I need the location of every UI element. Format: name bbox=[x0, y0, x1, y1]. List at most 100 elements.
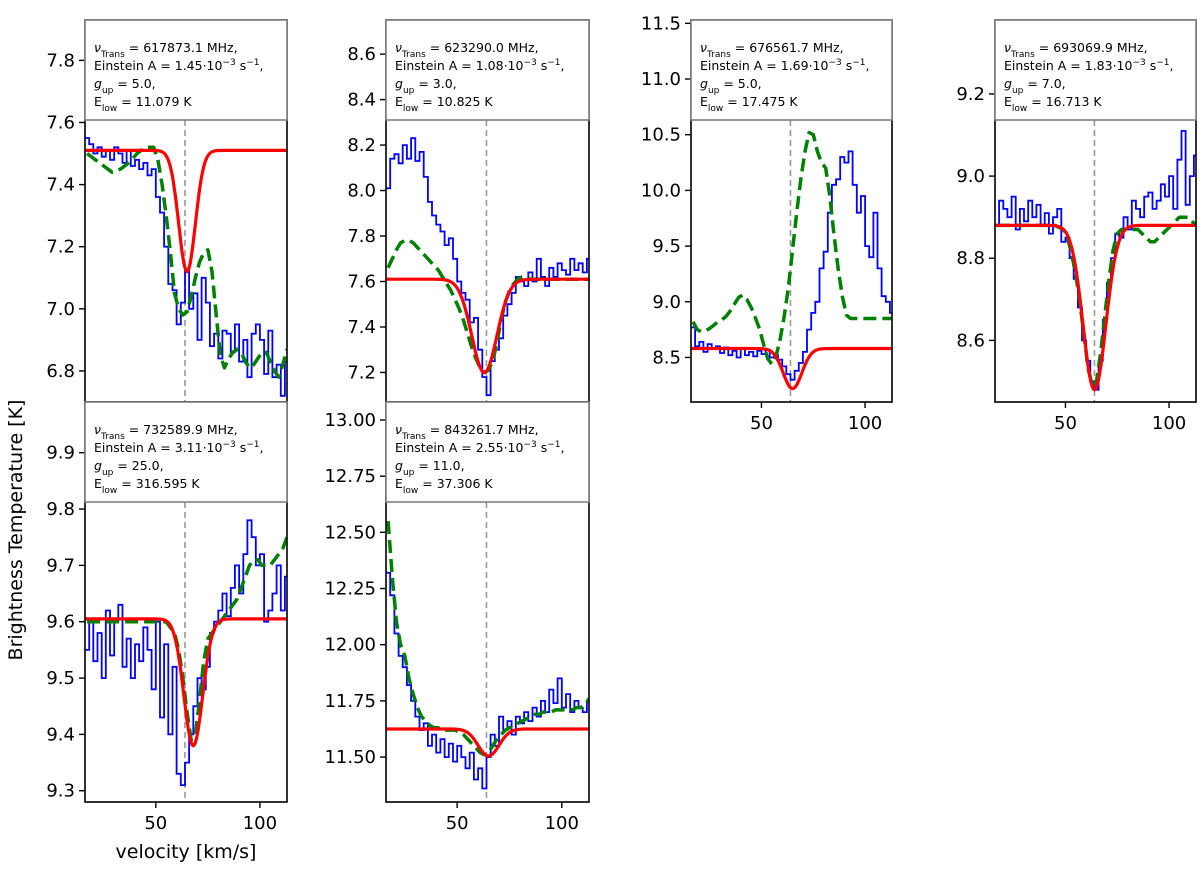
panel-4-xtick-label: 100 bbox=[1152, 413, 1186, 434]
panel-3-ytick-label: 10.0 bbox=[641, 180, 681, 201]
panel-6-ytick-label: 12.50 bbox=[324, 522, 376, 543]
panel-1-ytick-label: 7.4 bbox=[46, 175, 75, 196]
panel-6-ytick-label: 12.00 bbox=[324, 635, 376, 656]
panel-1-ytick-label: 7.8 bbox=[46, 50, 75, 71]
panel-5-xtick-label: 50 bbox=[144, 813, 167, 834]
panel-5-ytick-label: 9.8 bbox=[46, 499, 75, 520]
panel-3-ann-elow: Elow = 17.475 K bbox=[700, 94, 798, 114]
panel-5-annotation-box bbox=[84, 401, 288, 503]
panel-2-ytick-label: 8.2 bbox=[347, 135, 376, 156]
panel-5-ytick-label: 9.5 bbox=[46, 668, 75, 689]
panel-1: 6.8 7.0 7.2 7.4 7.6 7.8 νTrans = 617873.1 MHz,… bbox=[46, 19, 288, 403]
panel-6-ann-elow: Elow = 37.306 K bbox=[395, 476, 493, 496]
panel-3-annotation-box bbox=[690, 19, 893, 121]
panel-5-xtick-label: 100 bbox=[243, 813, 277, 834]
panel-3-xtick-label: 50 bbox=[750, 413, 773, 434]
panel-6-xtick-label: 50 bbox=[446, 813, 469, 834]
panel-1-ann-frequency: νTrans = 617873.1 MHz, bbox=[94, 40, 238, 60]
panel-6-xtick-label: 100 bbox=[545, 813, 579, 834]
panel-5-model-curve bbox=[87, 536, 287, 742]
panel-4-model-curve bbox=[997, 215, 1196, 388]
panel-1-ytick-label: 7.6 bbox=[46, 112, 75, 133]
panel-3-ytick-label: 9.0 bbox=[652, 292, 681, 313]
panel-3-ytick-label: 10.5 bbox=[641, 125, 681, 146]
panel-3-fit-curve bbox=[691, 346, 892, 391]
panel-5-ytick-label: 9.3 bbox=[46, 781, 75, 802]
panel-3-ann-einstein: Einstein A = 1.69·10−3 s−1, bbox=[700, 58, 870, 73]
panel-3-xtick-label: 100 bbox=[848, 413, 882, 434]
panel-5-ann-frequency: νTrans = 732589.9 MHz, bbox=[94, 422, 238, 442]
panel-6-ytick-label: 12.25 bbox=[324, 579, 376, 600]
panel-1-ytick-label: 6.8 bbox=[46, 361, 75, 382]
panel-2-ytick-label: 7.6 bbox=[347, 271, 376, 292]
panel-5-plot-area bbox=[85, 402, 287, 802]
panel-2-ytick-label: 8.6 bbox=[347, 44, 376, 65]
panel-6-plot-area bbox=[386, 402, 589, 802]
panel-2-ytick-label: 7.2 bbox=[347, 362, 376, 383]
panel-2-ytick-label: 8.4 bbox=[347, 90, 376, 111]
panel-5-observed-spectrum bbox=[85, 519, 287, 786]
panel-4-xtick-label: 50 bbox=[1054, 413, 1077, 434]
panel-3-ytick-label: 11.0 bbox=[641, 69, 681, 90]
panel-6-fit-curve bbox=[386, 727, 589, 758]
panel-5-ann-gup: gup = 25.0, bbox=[94, 458, 164, 478]
panel-3-model-curve bbox=[691, 130, 892, 366]
panel-1-ann-einstein: Einstein A = 1.45·10−3 s−1, bbox=[94, 58, 264, 73]
panel-4-ytick-label: 8.6 bbox=[956, 330, 985, 351]
panel-4-ytick-label: 9.0 bbox=[956, 166, 985, 187]
panel-2-fit-curve bbox=[386, 277, 589, 375]
panel-5-fit-curve bbox=[85, 617, 287, 748]
panel-6-model-curve bbox=[386, 520, 589, 757]
panel-2-ytick-label: 7.8 bbox=[347, 226, 376, 247]
panel-4-observed-spectrum bbox=[995, 130, 1196, 391]
panel-2-model-curve bbox=[386, 238, 589, 375]
x-axis-label: velocity [km/s] bbox=[116, 841, 257, 863]
panel-3-ytick-label: 9.5 bbox=[652, 236, 681, 257]
panel-5-ytick-label: 9.7 bbox=[46, 555, 75, 576]
panel-6-ann-einstein: Einstein A = 2.55·10−3 s−1, bbox=[395, 440, 565, 455]
panel-5-ytick-label: 9.4 bbox=[46, 724, 75, 745]
panel-3-ann-gup: gup = 5.0, bbox=[700, 76, 762, 96]
panel-6: 11.50 11.75 12.00 12.25 12.50 12.75 13.00 50 100… bbox=[324, 401, 590, 834]
panel-2-annotation-box bbox=[385, 19, 590, 121]
panel-5: 9.3 9.4 9.5 9.6 9.7 9.8 9.9 50 100 νTrans = 73258… bbox=[46, 401, 288, 834]
panel-2-ytick-label: 7.4 bbox=[347, 317, 376, 338]
panel-6-annotation-box bbox=[385, 401, 590, 503]
panel-4-ann-frequency: νTrans = 693069.9 MHz, bbox=[1004, 40, 1148, 60]
panel-1-ann-gup: gup = 5.0, bbox=[94, 76, 156, 96]
panel-5-ytick-label: 9.9 bbox=[46, 443, 75, 464]
panel-2: 7.2 7.4 7.6 7.8 8.0 8.2 8.4 8.6 νTrans = 623290.… bbox=[347, 19, 590, 403]
panel-4-ytick-label: 9.2 bbox=[956, 84, 985, 105]
panel-6-ann-gup: gup = 11.0, bbox=[395, 458, 465, 478]
panel-6-ann-frequency: νTrans = 843261.7 MHz, bbox=[395, 422, 539, 442]
y-axis-label: Brightness Temperature [K] bbox=[5, 400, 27, 661]
panel-1-annotation-box bbox=[84, 19, 288, 121]
panel-1-ann-elow: Elow = 11.079 K bbox=[94, 94, 192, 114]
panel-2-ann-elow: Elow = 10.825 K bbox=[395, 94, 493, 114]
panel-1-fit-curve bbox=[85, 148, 287, 274]
panel-4-ann-gup: gup = 7.0, bbox=[1004, 76, 1066, 96]
panel-3-ann-frequency: νTrans = 676561.7 MHz, bbox=[700, 40, 844, 60]
panel-5-ytick-label: 9.6 bbox=[46, 612, 75, 633]
panel-6-ytick-label: 13.00 bbox=[324, 410, 376, 431]
panel-2-ann-frequency: νTrans = 623290.0 MHz, bbox=[395, 40, 539, 60]
panel-2-plot-area bbox=[386, 20, 589, 402]
panel-2-ytick-label: 8.0 bbox=[347, 181, 376, 202]
panels: 6.8 7.0 7.2 7.4 7.6 7.8 νTrans = 617873.1 MHz,… bbox=[46, 13, 1197, 834]
panel-6-ytick-label: 11.50 bbox=[324, 747, 376, 768]
panel-5-ann-elow: Elow = 316.595 K bbox=[94, 476, 200, 496]
panel-4-ann-elow: Elow = 16.713 K bbox=[1004, 94, 1102, 114]
panel-3-ytick-label: 8.5 bbox=[652, 347, 681, 368]
panel-1-ytick-label: 7.0 bbox=[46, 299, 75, 320]
panel-4-ann-einstein: Einstein A = 1.83·10−3 s−1, bbox=[1004, 58, 1174, 73]
panel-5-ann-einstein: Einstein A = 3.11·10−3 s−1, bbox=[94, 440, 264, 455]
panel-3: 8.5 9.0 9.5 10.0 10.5 11.0 11.5 50 100 νTrans = 6… bbox=[641, 13, 893, 434]
panel-2-observed-spectrum bbox=[386, 137, 589, 397]
panel-2-ann-einstein: Einstein A = 1.08·10−3 s−1, bbox=[395, 58, 565, 73]
panel-4-annotation-box bbox=[994, 19, 1197, 121]
panel-3-ytick-label: 11.5 bbox=[641, 13, 681, 34]
panel-1-model-curve bbox=[86, 145, 287, 379]
panel-1-ytick-label: 7.2 bbox=[46, 237, 75, 258]
